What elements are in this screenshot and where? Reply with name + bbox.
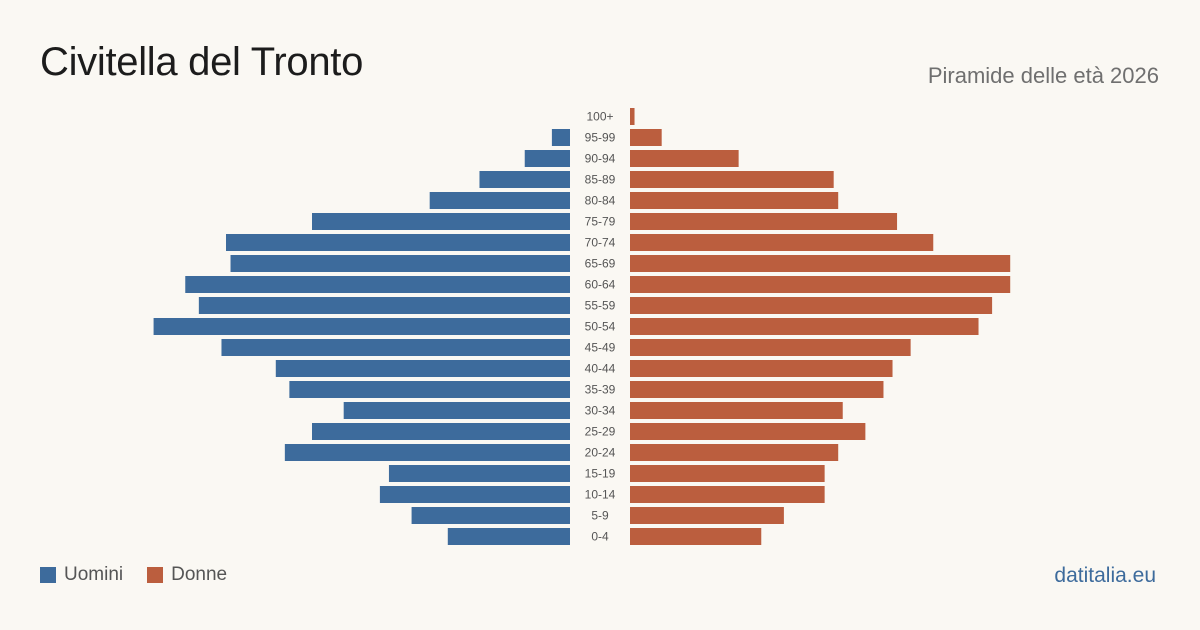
age-label-50-54: 50-54	[585, 320, 616, 334]
bar-men-60-64	[185, 276, 570, 293]
age-label-45-49: 45-49	[585, 341, 616, 355]
legend: Uomini Donne	[40, 564, 251, 586]
bar-women-80-84	[630, 192, 839, 209]
age-label-80-84: 80-84	[585, 194, 616, 208]
bar-men-40-44	[275, 360, 570, 377]
bar-women-5-9	[630, 507, 784, 524]
bar-men-20-24	[284, 444, 570, 461]
age-label-65-69: 65-69	[585, 257, 616, 271]
age-label-70-74: 70-74	[585, 236, 616, 250]
bar-women-15-19	[630, 465, 825, 482]
bar-men-25-29	[312, 423, 570, 440]
bar-men-80-84	[429, 192, 570, 209]
age-label-55-59: 55-59	[585, 299, 616, 313]
bar-women-60-64	[630, 276, 1011, 293]
bar-men-45-49	[221, 339, 570, 356]
age-label-0-4: 0-4	[591, 530, 609, 544]
bar-women-25-29	[630, 423, 866, 440]
bar-women-90-94	[630, 150, 739, 167]
bar-women-20-24	[630, 444, 839, 461]
age-label-90-94: 90-94	[585, 152, 616, 166]
bar-women-40-44	[630, 360, 893, 377]
bar-men-90-94	[524, 150, 570, 167]
bar-women-55-59	[630, 297, 993, 314]
legend-swatch-men	[40, 567, 56, 583]
bar-women-10-14	[630, 486, 825, 503]
bar-men-50-54	[153, 318, 570, 335]
age-label-100+: 100+	[586, 110, 613, 124]
bar-women-45-49	[630, 339, 911, 356]
bar-men-10-14	[379, 486, 570, 503]
bar-men-65-69	[230, 255, 571, 272]
bar-men-95-99	[551, 129, 570, 146]
age-label-85-89: 85-89	[585, 173, 616, 187]
bar-women-95-99	[630, 129, 662, 146]
age-label-35-39: 35-39	[585, 383, 616, 397]
bar-women-30-34	[630, 402, 843, 419]
legend-swatch-women	[147, 567, 164, 583]
age-label-75-79: 75-79	[585, 215, 616, 229]
legend-item-women: Donne	[147, 564, 227, 586]
bar-men-5-9	[411, 507, 570, 524]
brand-link[interactable]: datitalia.eu	[1054, 564, 1156, 587]
chart-subtitle: Piramide delle età 2026	[927, 63, 1159, 88]
bar-men-30-34	[343, 402, 570, 419]
legend-label-women: Donne	[171, 564, 228, 585]
bar-women-50-54	[630, 318, 979, 335]
bar-women-65-69	[630, 255, 1011, 272]
bar-men-35-39	[289, 381, 570, 398]
bar-men-0-4	[447, 528, 570, 545]
bar-women-75-79	[630, 213, 898, 230]
page-title: Civitella del Tronto	[40, 40, 364, 84]
legend-label-men: Uomini	[64, 564, 124, 585]
legend-item-men: Uomini	[40, 564, 123, 586]
age-label-95-99: 95-99	[585, 131, 616, 145]
age-label-10-14: 10-14	[585, 488, 616, 502]
age-label-25-29: 25-29	[585, 425, 616, 439]
age-label-15-19: 15-19	[585, 467, 616, 481]
bar-men-75-79	[312, 213, 570, 230]
bar-men-15-19	[388, 465, 570, 482]
bar-men-55-59	[198, 297, 570, 314]
bar-men-85-89	[479, 171, 570, 188]
age-label-60-64: 60-64	[585, 278, 616, 292]
age-label-40-44: 40-44	[585, 362, 616, 376]
bar-women-100+	[630, 108, 635, 125]
age-label-20-24: 20-24	[585, 446, 616, 460]
age-label-30-34: 30-34	[585, 404, 616, 418]
bar-women-0-4	[630, 528, 762, 545]
bar-men-70-74	[226, 234, 570, 251]
age-label-5-9: 5-9	[591, 509, 609, 523]
bar-women-35-39	[630, 381, 884, 398]
bar-women-70-74	[630, 234, 934, 251]
bar-women-85-89	[630, 171, 834, 188]
